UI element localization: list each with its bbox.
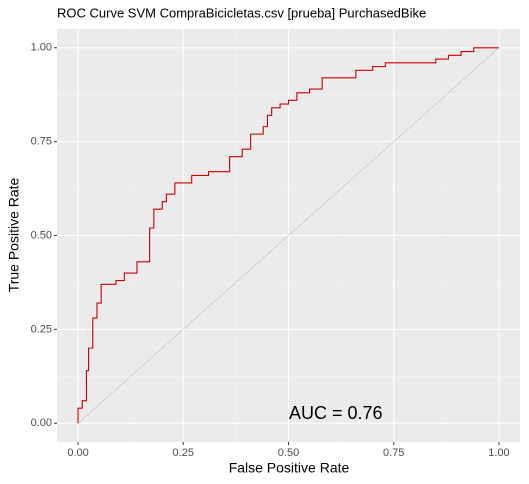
x-axis-title: False Positive Rate [229,460,350,476]
auc-annotation: AUC = 0.76 [289,403,383,423]
chart-title: ROC Curve SVM CompraBicicletas.csv [prue… [57,5,426,20]
y-tick-label: 0.50 [31,229,52,241]
x-tick-label: 0.25 [173,447,194,459]
y-tick-label: 1.00 [31,42,52,54]
y-tick-label: 0.00 [31,417,52,429]
diagonal-reference [77,47,500,424]
roc-line [77,47,499,424]
y-tick-label: 0.25 [31,323,52,335]
y-tick-label: 0.75 [31,136,52,148]
x-tick-label: 1.00 [488,447,509,459]
x-tick-label: 0.75 [383,447,404,459]
marks [77,47,500,424]
x-tick-label: 0.00 [67,447,88,459]
x-tick-label: 0.50 [278,447,299,459]
y-axis-title: True Positive Rate [6,177,22,292]
